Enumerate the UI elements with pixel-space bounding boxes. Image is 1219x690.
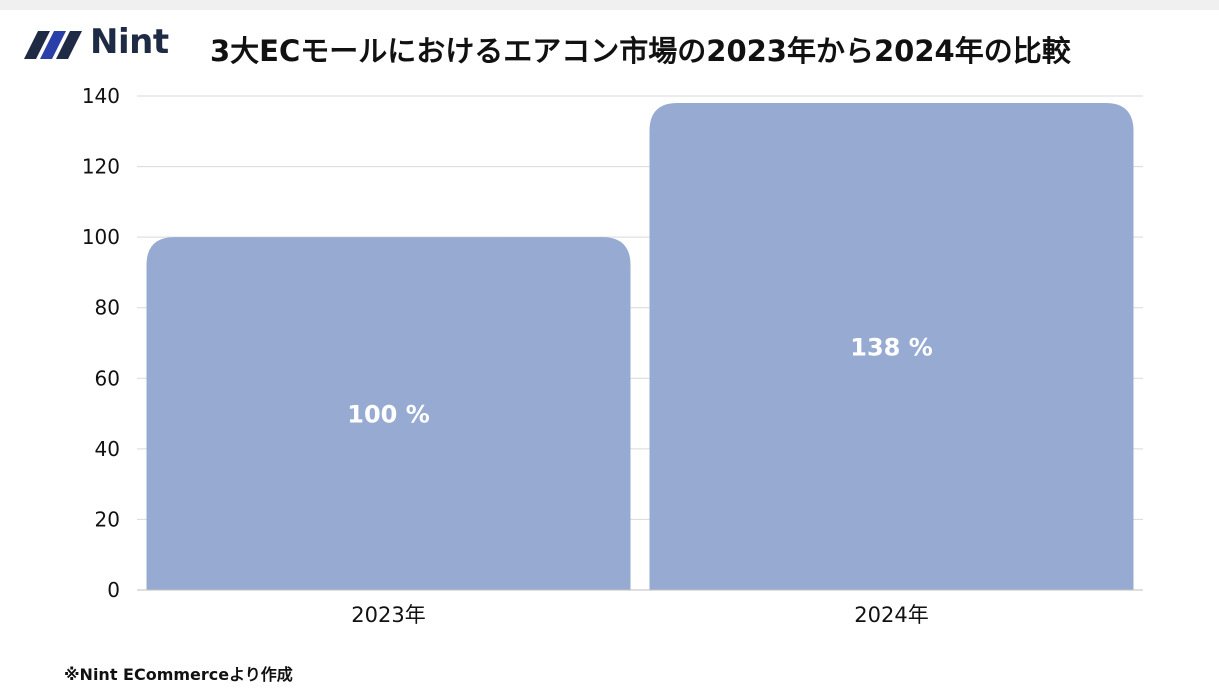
brand-name: Nint: [90, 22, 169, 62]
x-tick-label: 2024年: [854, 603, 928, 627]
nint-logo-icon: [24, 31, 82, 59]
y-tick-label: 80: [95, 296, 120, 320]
y-tick-label: 20: [95, 507, 120, 531]
brand-logo: Nint: [22, 22, 169, 62]
y-tick-label: 120: [82, 155, 120, 179]
source-note: ※Nint ECommerceより作成: [64, 665, 293, 684]
bar: [649, 103, 1134, 591]
bar-data-label: 100 %: [347, 401, 430, 429]
bar-data-label: 138 %: [850, 334, 933, 362]
y-tick-label: 140: [82, 84, 120, 108]
y-tick-label: 40: [95, 437, 120, 461]
y-tick-label: 0: [107, 578, 120, 602]
top-divider: [0, 0, 1219, 10]
y-tick-label: 60: [95, 366, 120, 390]
bar: [146, 237, 631, 590]
y-tick-label: 100: [82, 225, 120, 249]
page-title: 3大ECモールにおけるエアコン市場の2023年から2024年の比較: [210, 34, 1071, 68]
x-tick-label: 2023年: [351, 603, 425, 627]
